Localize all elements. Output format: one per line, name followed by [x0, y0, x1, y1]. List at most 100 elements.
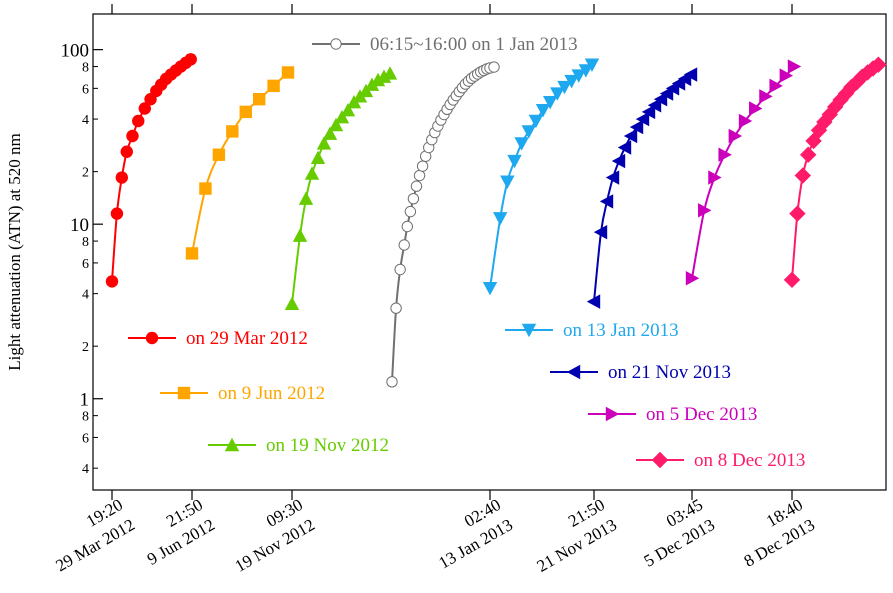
data-point [281, 66, 295, 79]
legend-marker [224, 437, 240, 452]
data-point [382, 66, 398, 80]
data-point [298, 191, 314, 205]
data-point [718, 147, 732, 162]
legend-marker [145, 331, 159, 345]
legend-marker [566, 364, 581, 380]
legend-item-6: on 21 Nov 2013 [550, 362, 731, 383]
data-point [394, 263, 406, 276]
y-minor-tick-label: 2 [82, 340, 89, 355]
data-point [586, 294, 601, 309]
data-point [789, 205, 806, 222]
data-point [683, 67, 698, 82]
data-point [769, 78, 783, 94]
data-point [584, 58, 600, 72]
series-4 [386, 61, 500, 388]
y-minor-tick-label: 6 [82, 431, 89, 446]
data-point [105, 275, 119, 288]
series-7 [685, 59, 802, 286]
y-axis-label: Light attenuation (ATN) at 520 nm [5, 133, 24, 370]
data-point [635, 111, 650, 127]
data-point [605, 170, 620, 185]
y-minor-tick-label: 8 [82, 235, 89, 250]
data-point [805, 132, 822, 150]
data-point [578, 64, 594, 78]
data-point [528, 114, 544, 129]
data-point [800, 146, 817, 163]
legend-item-8: on 8 Dec 2013 [636, 450, 805, 471]
series-3 [284, 66, 398, 310]
y-minor-tick-label: 4 [82, 462, 89, 477]
legend-marker [605, 406, 620, 422]
data-point [728, 128, 743, 144]
legend-label: on 21 Nov 2013 [608, 362, 731, 383]
data-point [310, 150, 326, 165]
data-point [334, 110, 350, 124]
legend-item-7: on 5 Dec 2013 [588, 404, 757, 425]
data-point [390, 302, 402, 314]
legend-item-3: on 19 Nov 2012 [208, 435, 389, 456]
data-point [493, 212, 508, 226]
data-point [110, 207, 124, 220]
data-point [571, 69, 586, 83]
series-line [191, 71, 289, 254]
y-tick-label: 100 [61, 41, 90, 62]
data-point [629, 119, 644, 135]
data-point [126, 129, 139, 143]
data-point [821, 106, 838, 123]
legend-label: on 5 Dec 2013 [646, 404, 757, 425]
data-point [199, 182, 212, 195]
y-minor-tick-label: 2 [82, 166, 89, 181]
data-point [859, 64, 876, 81]
data-point [647, 98, 662, 113]
data-point [398, 239, 410, 251]
axis-frame [92, 13, 887, 491]
y-tick-label: 10 [70, 215, 89, 236]
data-point [593, 224, 608, 240]
data-point [413, 169, 426, 182]
data-point [416, 160, 429, 172]
data-point [564, 74, 579, 89]
series-2 [185, 66, 295, 260]
data-point [550, 87, 565, 101]
legend-marker [521, 323, 537, 338]
data-point [783, 271, 801, 289]
legend-item-1: on 29 Mar 2012 [128, 328, 308, 349]
data-point [482, 281, 498, 296]
data-point [832, 91, 849, 109]
data-point [641, 104, 656, 120]
data-point [854, 68, 871, 85]
data-point [542, 95, 558, 110]
legend-label: on 19 Nov 2012 [266, 435, 389, 456]
data-point [507, 154, 522, 169]
series-5 [482, 58, 600, 296]
legend-item-2: on 9 Jun 2012 [160, 383, 325, 404]
data-point [759, 89, 773, 104]
data-point [698, 203, 712, 218]
series-8 [783, 56, 887, 289]
data-point [410, 180, 423, 192]
legend-marker [177, 386, 191, 400]
data-point [623, 128, 638, 144]
data-point [794, 167, 811, 184]
y-minor-tick-label: 4 [82, 113, 89, 128]
data-point [404, 205, 417, 218]
legend-label: on 13 Jan 2013 [563, 320, 679, 341]
y-tick-label: 1 [80, 390, 90, 411]
y-minor-tick-label: 8 [82, 61, 89, 76]
data-point [685, 271, 700, 286]
data-point [267, 79, 280, 93]
legend-item-4: 06:15~16:00 on 1 Jan 2013 [312, 34, 578, 55]
data-point [557, 80, 572, 95]
series-line [593, 73, 692, 302]
data-point [599, 194, 614, 209]
data-point [184, 53, 197, 66]
data-point [617, 140, 632, 155]
series-line [691, 65, 795, 279]
data-point [738, 113, 753, 129]
data-point [322, 126, 338, 140]
data-point [827, 98, 844, 116]
series-1 [105, 53, 197, 288]
data-point [401, 220, 413, 233]
data-point [185, 247, 199, 260]
